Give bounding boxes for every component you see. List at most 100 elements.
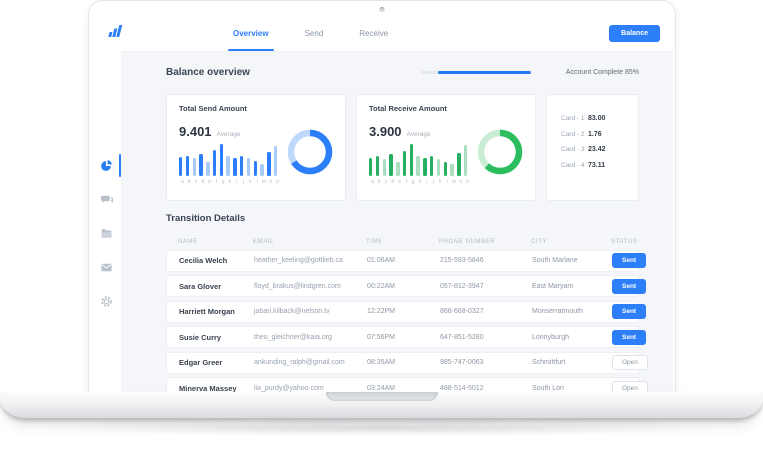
card-summary-row: Card - 1 83.00 bbox=[561, 115, 626, 122]
table-row[interactable]: Minerva Massey lia_purdy@yahoo.com 03:24AM… bbox=[166, 377, 648, 393]
bar-c bbox=[382, 159, 386, 176]
bar-m bbox=[260, 164, 264, 176]
cell-phone: 488-514-5012 bbox=[440, 384, 484, 392]
bar-label: g bbox=[221, 178, 225, 185]
card-label: Card - 3 bbox=[561, 146, 585, 153]
header-name: Name bbox=[178, 238, 198, 245]
sidebar-item-files[interactable] bbox=[100, 227, 113, 240]
bar-n bbox=[457, 153, 461, 176]
header-status: Status bbox=[611, 238, 638, 245]
cell-time: 08:35AM bbox=[367, 359, 396, 367]
table-row[interactable]: Edgar Greer ankunding_ralph@gmail.com 08:3… bbox=[166, 351, 648, 374]
sidebar bbox=[91, 51, 121, 393]
table-row[interactable]: Cecilia Welch heather_keeling@gottlieb.ca… bbox=[166, 249, 647, 272]
cell-city: Schmittfurt bbox=[532, 359, 566, 367]
bar-label: j bbox=[243, 178, 245, 185]
cell-email: heather_keeling@gottlieb.ca bbox=[254, 257, 343, 265]
status-sent-button[interactable]: Sent bbox=[612, 278, 647, 294]
sidebar-item-settings[interactable] bbox=[100, 295, 113, 308]
bar-o bbox=[273, 146, 278, 176]
header-city: City bbox=[531, 238, 548, 245]
table-row[interactable]: Sara Glover floyd_brakus@lindgren.com 00:2… bbox=[166, 275, 647, 298]
webcam-dot bbox=[379, 7, 385, 12]
laptop-shadow bbox=[40, 420, 723, 436]
bar-label: c bbox=[384, 178, 388, 185]
sidebar-item-mail[interactable] bbox=[100, 261, 113, 274]
tab-overview[interactable]: Overview bbox=[228, 15, 274, 51]
bar-i bbox=[233, 157, 237, 176]
bar-label: k bbox=[439, 178, 442, 185]
folder-icon bbox=[100, 227, 113, 240]
cell-status: Open bbox=[612, 355, 656, 371]
table-body: Cecilia Welch heather_keeling@gottlieb.ca… bbox=[166, 249, 648, 393]
table-row[interactable]: Harriett Morgan jabari.kilback@nelson.tv 1… bbox=[166, 300, 647, 323]
cell-status: Sent bbox=[612, 304, 654, 320]
chat-icon bbox=[100, 193, 113, 206]
status-sent-button[interactable]: Sent bbox=[612, 304, 647, 320]
bar-label: n bbox=[459, 178, 463, 185]
cell-status: Sent bbox=[612, 278, 654, 294]
laptop-screen: Overview Send Receive Balance bbox=[88, 0, 676, 393]
bar-b bbox=[375, 156, 380, 176]
card-label: Card - 4 bbox=[561, 161, 585, 169]
status-open-button[interactable]: Open bbox=[612, 380, 648, 393]
status-sent-button[interactable]: Sent bbox=[612, 329, 647, 345]
cell-email: lia_purdy@yahoo.com bbox=[254, 384, 324, 392]
bar-f bbox=[402, 151, 407, 176]
bar-label: f bbox=[215, 178, 218, 185]
sidebar-item-dashboard[interactable] bbox=[100, 154, 121, 177]
cell-phone: 215-593-5846 bbox=[440, 257, 484, 265]
cell-time: 00:22AM bbox=[367, 282, 396, 290]
bar-e bbox=[206, 161, 210, 176]
cell-email: ankunding_ralph@gmail.com bbox=[254, 359, 345, 367]
status-sent-button[interactable]: Sent bbox=[612, 253, 647, 269]
cell-email: jabari.kilback@nelson.tv bbox=[254, 308, 330, 316]
balance-button[interactable]: Balance bbox=[609, 24, 660, 42]
tab-send[interactable]: Send bbox=[304, 28, 324, 38]
bar-b bbox=[185, 155, 190, 176]
cell-status: Sent bbox=[612, 253, 654, 269]
tab-receive[interactable]: Receive bbox=[359, 28, 389, 38]
card-title: Total Receive Amount bbox=[369, 104, 447, 113]
bar-k bbox=[436, 159, 441, 176]
bar-label: l bbox=[446, 178, 448, 185]
card-title: Total Send Amount bbox=[179, 104, 247, 113]
bar-label: k bbox=[249, 178, 252, 185]
card-summary-row: Card - 3 23.42 bbox=[561, 146, 626, 153]
bar-label: e bbox=[398, 178, 401, 185]
cell-phone: 985-747-0063 bbox=[440, 359, 484, 367]
cell-name: Minerva Massey bbox=[179, 383, 237, 393]
cell-phone: 057-812-3947 bbox=[440, 282, 484, 290]
laptop-notch bbox=[325, 392, 438, 401]
cell-phone: 866-668-0327 bbox=[440, 308, 484, 316]
table-row[interactable]: Susie Curry theo_gleichner@kaia.org 07:56P… bbox=[166, 326, 647, 349]
bar-l bbox=[443, 161, 447, 176]
bar-label: c bbox=[194, 178, 198, 185]
cell-city: South Marlane bbox=[532, 257, 578, 265]
status-open-button[interactable]: Open bbox=[612, 355, 648, 371]
account-progress-bar bbox=[421, 70, 531, 74]
top-navbar: Overview Send Receive Balance bbox=[91, 15, 673, 51]
bar-label: d bbox=[201, 178, 205, 185]
cell-time: 03:24AM bbox=[367, 384, 396, 392]
bar-d bbox=[199, 153, 203, 176]
bar-label: m bbox=[451, 178, 457, 185]
card-summary-row: Card - 2 1.76 bbox=[561, 131, 626, 138]
bar-h bbox=[226, 156, 230, 176]
bar-g bbox=[409, 144, 414, 176]
bar-f bbox=[212, 150, 217, 176]
cards-summary-panel: Card - 1 83.00 Card - 2 1.76 Card - 3 23.42 Ca… bbox=[546, 94, 639, 201]
bar-label: m bbox=[261, 178, 267, 185]
bar-label: j bbox=[433, 178, 435, 185]
bar-o bbox=[463, 145, 468, 176]
main-content: Balance overview Account Complete 85% To… bbox=[121, 51, 673, 393]
bar-n bbox=[267, 152, 271, 176]
receive-bar-chart bbox=[369, 143, 471, 176]
cell-name: Harriett Morgan bbox=[179, 307, 235, 317]
sidebar-item-messages[interactable] bbox=[100, 193, 113, 206]
progress-fill bbox=[437, 70, 531, 74]
bar-label: f bbox=[405, 178, 408, 185]
